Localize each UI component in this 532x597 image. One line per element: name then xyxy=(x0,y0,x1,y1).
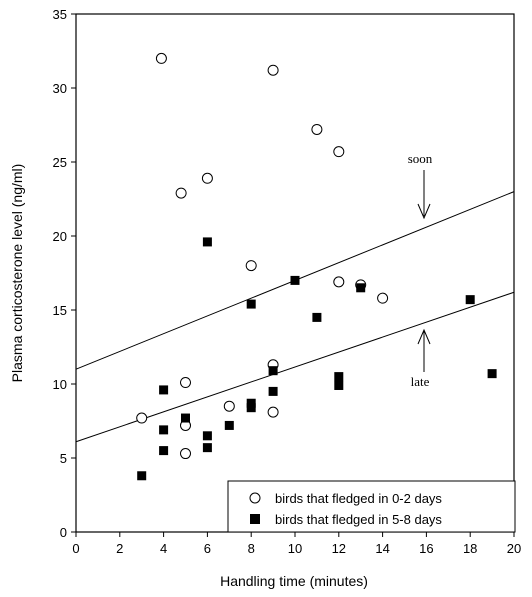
legend-marker-open-circle xyxy=(249,492,261,504)
data-point-filled-square xyxy=(334,372,344,382)
annotation-late: late xyxy=(411,328,431,389)
data-point-open-circle xyxy=(180,377,191,389)
data-point-open-circle xyxy=(155,52,167,64)
data-point-open-circle xyxy=(180,448,191,460)
data-point-open-circle xyxy=(377,292,389,304)
y-tick-label: 30 xyxy=(53,81,67,96)
data-point-filled-square xyxy=(487,369,497,379)
y-tick-label: 25 xyxy=(53,155,67,170)
data-points xyxy=(136,52,497,481)
trendlines xyxy=(75,191,515,443)
annotation-soon-arrowhead xyxy=(417,203,431,220)
data-point-filled-square xyxy=(290,275,300,285)
x-tick-label: 4 xyxy=(160,541,167,556)
annotation-late-label: late xyxy=(411,374,430,389)
data-point-filled-square xyxy=(246,299,256,309)
data-point-open-circle xyxy=(245,260,257,272)
data-point-open-circle xyxy=(267,64,279,76)
plot-area xyxy=(75,13,515,533)
legend-label-5-8-days: birds that fledged in 5-8 days xyxy=(275,512,442,527)
data-point-filled-square xyxy=(224,420,234,430)
y-axis-title: Plasma corticosterone level (ng/ml) xyxy=(9,164,25,383)
legend-label-0-2-days: birds that fledged in 0-2 days xyxy=(275,491,442,506)
data-point-filled-square xyxy=(268,386,278,396)
x-tick-label: 14 xyxy=(375,541,389,556)
data-point-filled-square xyxy=(356,283,366,293)
legend-marker-filled-square xyxy=(250,514,260,524)
data-point-filled-square xyxy=(202,237,212,247)
data-point-filled-square xyxy=(465,295,475,305)
trendline-late xyxy=(75,291,515,443)
x-tick-label: 6 xyxy=(204,541,211,556)
x-axis-ticks: 0 2 4 6 8 10 12 14 16 18 20 xyxy=(72,532,521,556)
y-tick-label: 35 xyxy=(53,7,67,22)
y-tick-label: 10 xyxy=(53,377,67,392)
y-tick-label: 0 xyxy=(60,525,67,540)
plot-border xyxy=(75,13,515,533)
data-point-filled-square xyxy=(268,366,278,376)
data-point-open-circle xyxy=(333,276,345,288)
legend-box xyxy=(227,480,516,533)
data-point-open-circle xyxy=(136,412,148,424)
annotation-late-arrowhead xyxy=(417,328,431,345)
y-tick-label: 15 xyxy=(53,303,67,318)
data-point-filled-square xyxy=(202,431,212,441)
data-point-open-circle xyxy=(311,123,323,135)
x-tick-label: 18 xyxy=(463,541,477,556)
data-point-filled-square xyxy=(159,446,169,456)
data-point-open-circle xyxy=(267,406,279,418)
data-point-open-circle xyxy=(201,172,213,184)
data-point-filled-square xyxy=(137,471,147,481)
data-point-filled-square xyxy=(246,403,256,413)
legend: birds that fledged in 0-2 days birds tha… xyxy=(227,480,516,533)
x-tick-label: 20 xyxy=(507,541,521,556)
data-point-filled-square xyxy=(159,425,169,435)
data-point-open-circle xyxy=(223,400,235,412)
x-tick-label: 0 xyxy=(72,541,79,556)
x-tick-label: 2 xyxy=(116,541,123,556)
x-axis-title: Handling time (minutes) xyxy=(220,573,368,589)
data-point-filled-square xyxy=(202,443,212,453)
data-point-open-circle xyxy=(333,146,345,158)
x-tick-label: 12 xyxy=(332,541,346,556)
x-tick-label: 16 xyxy=(419,541,433,556)
x-tick-label: 8 xyxy=(248,541,255,556)
data-point-filled-square xyxy=(181,413,190,423)
y-tick-label: 20 xyxy=(53,229,67,244)
data-point-filled-square xyxy=(334,380,344,390)
data-point-filled-square xyxy=(159,385,169,395)
y-axis-ticks: 0 5 10 15 20 25 30 35 xyxy=(53,7,76,540)
data-point-filled-square xyxy=(312,312,322,322)
annotation-soon: soon xyxy=(408,151,433,220)
data-point-open-circle xyxy=(175,187,187,199)
x-tick-label: 10 xyxy=(288,541,302,556)
annotation-soon-label: soon xyxy=(408,151,433,166)
y-tick-label: 5 xyxy=(60,451,67,466)
